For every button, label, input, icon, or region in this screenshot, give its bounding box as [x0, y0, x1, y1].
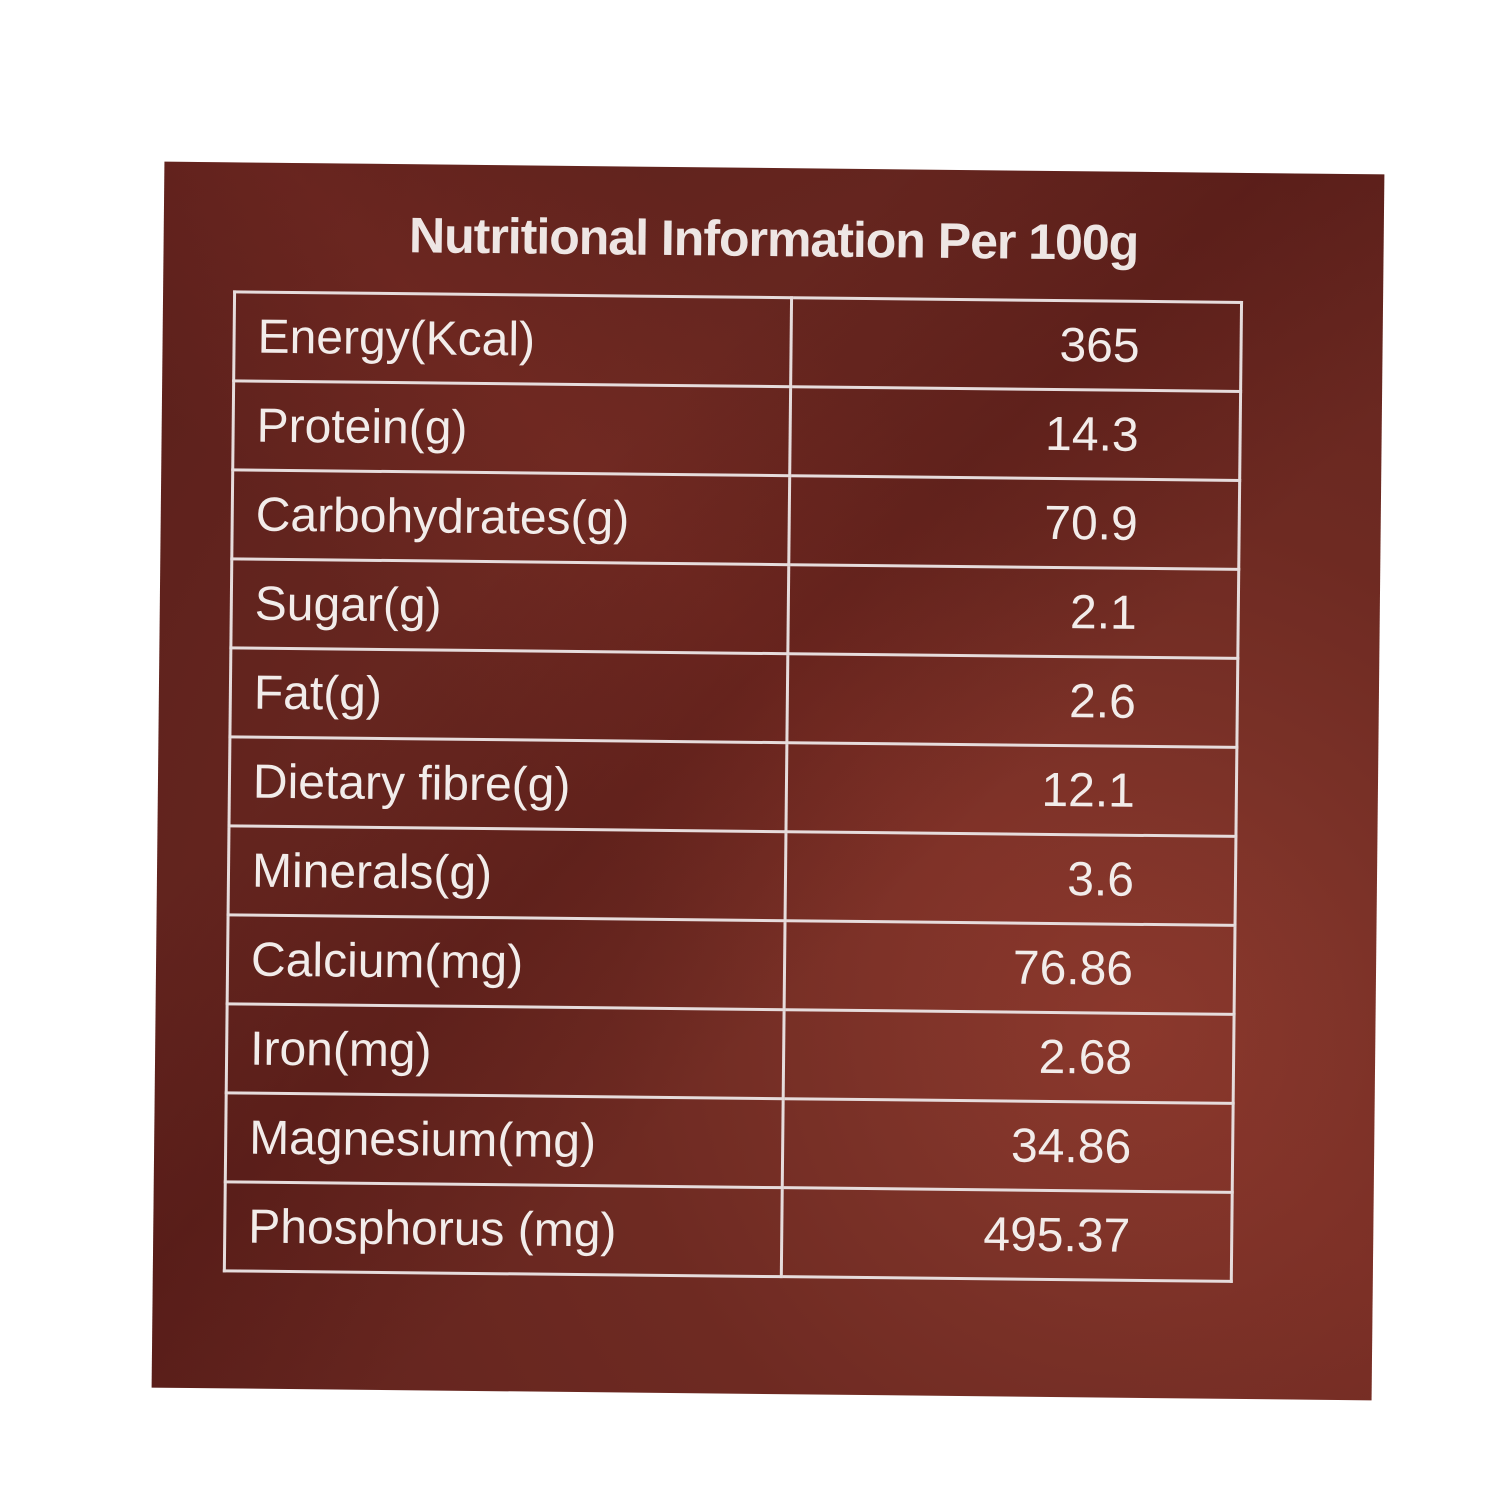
nutrient-value: 12.1: [785, 742, 1237, 837]
nutrient-value: 14.3: [789, 386, 1241, 481]
nutrient-value: 2.68: [783, 1009, 1235, 1104]
table-row: Magnesium(mg) 34.86: [225, 1092, 1234, 1193]
nutrient-name: Carbohydrates(g): [231, 469, 790, 565]
nutrient-name: Iron(mg): [226, 1003, 785, 1099]
table-row: Fat(g) 2.6: [229, 647, 1238, 748]
table-row: Energy(Kcal) 365: [233, 291, 1242, 392]
nutrient-name: Dietary fibre(g): [229, 736, 787, 832]
nutrient-value: 3.6: [785, 831, 1236, 926]
nutrient-name: Protein(g): [232, 380, 791, 476]
table-row: Carbohydrates(g) 70.9: [231, 469, 1240, 570]
title: Nutritional Information Per 100g: [408, 207, 1139, 271]
nutrient-name: Magnesium(mg): [225, 1092, 784, 1188]
nutrient-name: Sugar(g): [230, 558, 789, 654]
table-row: Dietary fibre(g) 12.1: [229, 736, 1237, 837]
table-row: Sugar(g) 2.1: [230, 558, 1239, 659]
nutrient-name: Energy(Kcal): [233, 291, 792, 387]
table-row: Phosphorus (mg) 495.37: [224, 1181, 1233, 1282]
nutrient-value: 70.9: [788, 475, 1240, 570]
nutrient-value: 2.6: [786, 653, 1238, 748]
nutrient-value: 365: [790, 297, 1242, 392]
table-row: Minerals(g) 3.6: [228, 825, 1236, 926]
nutrient-name: Minerals(g): [228, 825, 786, 921]
nutrition-table: Energy(Kcal) 365 Protein(g) 14.3 Carbohydrat…: [222, 290, 1244, 1283]
nutrient-value: 34.86: [782, 1098, 1234, 1193]
table-row: Protein(g) 14.3: [232, 380, 1241, 481]
nutrient-value: 2.1: [787, 564, 1239, 659]
nutrient-value: 495.37: [781, 1187, 1233, 1282]
nutrient-value: 76.86: [784, 920, 1236, 1015]
nutrient-name: Calcium(mg): [227, 914, 786, 1010]
nutrient-name: Phosphorus (mg): [224, 1181, 783, 1277]
nutrient-name: Fat(g): [229, 647, 788, 743]
table-row: Iron(mg) 2.68: [226, 1003, 1235, 1104]
label-panel: Nutritional Information Per 100g Energy(…: [151, 161, 1385, 1401]
table-row: Calcium(mg) 76.86: [227, 914, 1236, 1015]
